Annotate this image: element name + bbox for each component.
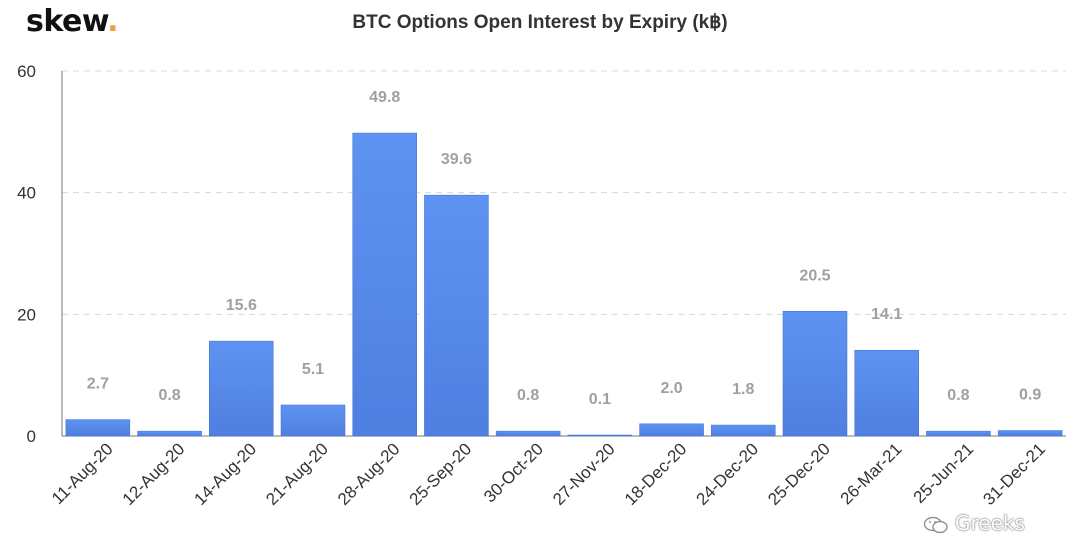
data-label: 0.8 — [947, 387, 969, 404]
bar-31-Dec-21 — [997, 430, 1063, 437]
x-tick-label: 11-Aug-20 — [48, 439, 117, 508]
x-tick-label: 31-Dec-21 — [979, 439, 1049, 509]
bar-27-Nov-20 — [567, 434, 633, 437]
bar-25-Jun-21 — [926, 430, 991, 437]
bar-21-Aug-20 — [280, 404, 346, 437]
bar-24-Dec-20 — [711, 424, 776, 437]
data-label: 0.8 — [158, 387, 180, 404]
bar-26-Mar-21 — [854, 349, 919, 437]
y-tick-label: 20 — [17, 305, 36, 324]
data-label: 0.8 — [517, 387, 539, 404]
skew-logo: skew. — [26, 4, 119, 39]
value-label-layer: 2.7 0.8 15.6 5.1 49.8 39.6 0.8 0.1 2.0 1.8 20.5 14.… — [87, 89, 1042, 408]
y-tick-label: 0 — [27, 427, 36, 446]
x-tick-label: 24-Dec-20 — [693, 439, 763, 509]
data-label: 1.8 — [732, 381, 754, 398]
data-label: 0.1 — [589, 391, 611, 408]
x-tick-label: 28-Aug-20 — [334, 439, 404, 509]
x-tick-label: 26-Mar-21 — [837, 439, 906, 508]
bar-layer — [65, 132, 1063, 437]
data-label: 15.6 — [226, 297, 257, 314]
chart-title: BTC Options Open Interest by Expiry (k฿) — [352, 12, 728, 33]
x-tick-label: 25-Dec-20 — [764, 439, 834, 509]
watermark-text: Greeks — [955, 511, 1025, 535]
y-tick-label: 40 — [17, 184, 36, 203]
tick-label-layer: 11-Aug-20 12-Aug-20 14-Aug-20 21-Aug-20 28-A… — [48, 439, 1049, 509]
bar-14-Aug-20 — [209, 340, 274, 437]
wechat-icon — [923, 516, 948, 533]
bar-30-Oct-20 — [495, 430, 561, 437]
bar-12-Aug-20 — [137, 430, 202, 437]
bar-11-Aug-20 — [65, 419, 131, 437]
data-label: 2.7 — [87, 376, 109, 393]
data-label: 2.0 — [660, 380, 682, 397]
x-tick-label: 27-Nov-20 — [549, 439, 619, 509]
x-tick-label: 18-Dec-20 — [621, 439, 691, 509]
x-tick-label: 14-Aug-20 — [191, 439, 261, 509]
x-tick-label: 25-Sep-20 — [406, 439, 476, 509]
brand-name: skew — [26, 4, 108, 39]
data-label: 14.1 — [871, 306, 902, 323]
data-label: 0.9 — [1019, 387, 1041, 404]
data-label: 5.1 — [302, 361, 324, 378]
x-tick-label: 12-Aug-20 — [119, 439, 189, 509]
bar-28-Aug-20 — [352, 132, 417, 437]
data-label: 20.5 — [799, 267, 830, 284]
brand-dot: . — [107, 4, 119, 39]
data-label: 39.6 — [441, 151, 472, 168]
bar-25-Dec-20 — [782, 311, 848, 437]
data-label: 49.8 — [369, 89, 400, 106]
x-tick-label: 30-Oct-20 — [480, 439, 547, 506]
y-tick-label: 60 — [17, 62, 36, 81]
bar-18-Dec-20 — [639, 423, 704, 437]
x-tick-label: 21-Aug-20 — [262, 439, 332, 509]
x-tick-label: 25-Jun-21 — [910, 439, 978, 507]
watermark: Greeks — [923, 511, 1025, 535]
bar-25-Sep-20 — [424, 194, 489, 437]
